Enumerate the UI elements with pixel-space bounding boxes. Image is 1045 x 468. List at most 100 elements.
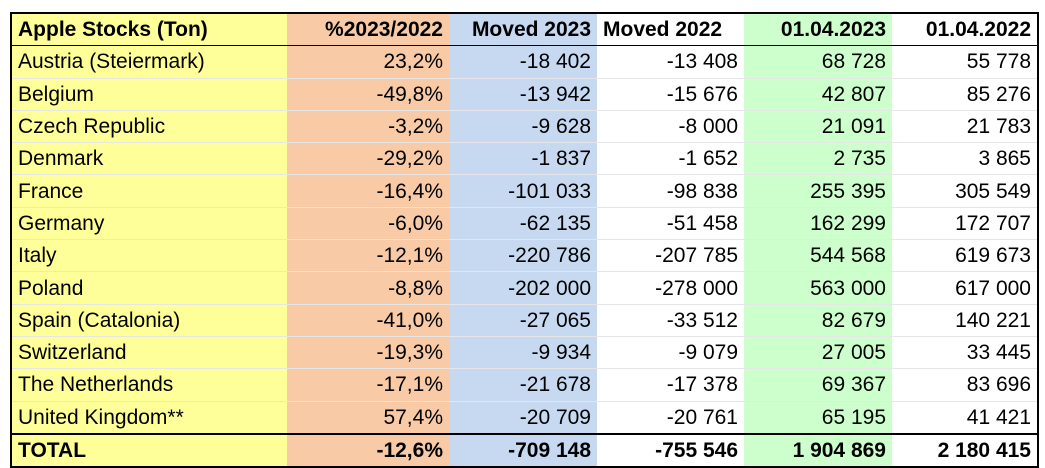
- cell-stock-2023: 544 568: [744, 239, 892, 273]
- cell-stock-2023: 42 807: [744, 78, 892, 111]
- cell-stock-2023: 65 195: [744, 401, 892, 435]
- cell-stock-2022: 619 673: [892, 239, 1037, 273]
- cell-country: Germany: [12, 207, 287, 241]
- cell-moved-2023: -18 402: [449, 45, 597, 79]
- header-row: Apple Stocks (Ton) %2023/2022 Moved 2023…: [12, 14, 1037, 47]
- cell-stock-2022: 140 221: [892, 304, 1037, 337]
- total-moved-2023: -709 148: [449, 432, 597, 467]
- table-row: The Netherlands -17,1% -21 678 -17 378 69 36…: [12, 368, 1037, 402]
- cell-moved-2022: -13 408: [597, 45, 744, 79]
- cell-moved-2022: -17 378: [597, 368, 744, 402]
- total-stock-2022: 2 180 415: [892, 432, 1037, 467]
- cell-moved-2023: -13 942: [449, 78, 597, 111]
- cell-moved-2023: -202 000: [449, 271, 597, 305]
- table-row: Spain (Catalonia) -41,0% -27 065 -33 512 82 …: [12, 304, 1037, 337]
- cell-change-percent: -19,3%: [287, 336, 449, 370]
- header-stock-2022: 01.04.2022: [892, 14, 1037, 47]
- table-row: France -16,4% -101 033 -98 838 255 395 305 54…: [12, 174, 1037, 208]
- cell-country: Switzerland: [12, 336, 287, 370]
- cell-moved-2022: -1 652: [597, 142, 744, 176]
- cell-stock-2022: 305 549: [892, 174, 1037, 208]
- cell-moved-2022: -207 785: [597, 239, 744, 273]
- cell-stock-2022: 617 000: [892, 271, 1037, 305]
- cell-country: Spain (Catalonia): [12, 304, 287, 337]
- apple-stocks-table-container: Apple Stocks (Ton) %2023/2022 Moved 2023…: [10, 12, 1039, 468]
- cell-country: Italy: [12, 239, 287, 273]
- cell-stock-2023: 69 367: [744, 368, 892, 402]
- cell-moved-2022: -15 676: [597, 78, 744, 111]
- cell-stock-2022: 41 421: [892, 401, 1037, 435]
- cell-moved-2022: -33 512: [597, 304, 744, 337]
- cell-stock-2023: 21 091: [744, 110, 892, 144]
- cell-stock-2023: 2 735: [744, 142, 892, 176]
- header-country: Apple Stocks (Ton): [12, 14, 287, 47]
- cell-change-percent: -17,1%: [287, 368, 449, 402]
- cell-change-percent: -6,0%: [287, 207, 449, 241]
- total-row: TOTAL -12,6% -709 148 -755 546 1 904 869…: [12, 432, 1037, 467]
- cell-moved-2023: -62 135: [449, 207, 597, 241]
- cell-change-percent: -3,2%: [287, 110, 449, 144]
- cell-moved-2022: -9 079: [597, 336, 744, 370]
- cell-moved-2023: -101 033: [449, 174, 597, 208]
- cell-moved-2023: -27 065: [449, 304, 597, 337]
- cell-stock-2023: 82 679: [744, 304, 892, 337]
- cell-stock-2022: 21 783: [892, 110, 1037, 144]
- cell-stock-2023: 27 005: [744, 336, 892, 370]
- cell-country: United Kingdom**: [12, 401, 287, 435]
- cell-moved-2022: -51 458: [597, 207, 744, 241]
- table-row: Italy -12,1% -220 786 -207 785 544 568 619 67…: [12, 239, 1037, 273]
- table-row: Switzerland -19,3% -9 934 -9 079 27 005 33 44…: [12, 336, 1037, 370]
- header-moved-2023: Moved 2023: [449, 14, 597, 47]
- cell-country: Austria (Steiermark): [12, 45, 287, 79]
- total-label: TOTAL: [12, 432, 287, 467]
- cell-moved-2022: -8 000: [597, 110, 744, 144]
- cell-moved-2023: -220 786: [449, 239, 597, 273]
- cell-moved-2023: -20 709: [449, 401, 597, 435]
- cell-change-percent: -29,2%: [287, 142, 449, 176]
- cell-stock-2022: 3 865: [892, 142, 1037, 176]
- cell-stock-2023: 563 000: [744, 271, 892, 305]
- cell-country: Belgium: [12, 78, 287, 111]
- total-change-percent: -12,6%: [287, 432, 449, 467]
- cell-change-percent: 23,2%: [287, 45, 449, 79]
- total-stock-2023: 1 904 869: [744, 432, 892, 467]
- cell-stock-2022: 55 778: [892, 45, 1037, 79]
- header-stock-2023: 01.04.2023: [744, 14, 892, 47]
- cell-country: Poland: [12, 271, 287, 305]
- cell-change-percent: -16,4%: [287, 174, 449, 208]
- cell-moved-2022: -278 000: [597, 271, 744, 305]
- header-moved-2022: Moved 2022: [597, 14, 744, 47]
- table-row: Poland -8,8% -202 000 -278 000 563 000 617 00…: [12, 271, 1037, 305]
- cell-stock-2022: 83 696: [892, 368, 1037, 402]
- cell-country: France: [12, 174, 287, 208]
- total-moved-2022: -755 546: [597, 432, 744, 467]
- cell-change-percent: -8,8%: [287, 271, 449, 305]
- cell-stock-2023: 68 728: [744, 45, 892, 79]
- table-row: Austria (Steiermark) 23,2% -18 402 -13 408 6…: [12, 45, 1037, 79]
- table-row: Denmark -29,2% -1 837 -1 652 2 735 3 865: [12, 142, 1037, 176]
- cell-moved-2023: -21 678: [449, 368, 597, 402]
- cell-stock-2023: 255 395: [744, 174, 892, 208]
- table-row: Belgium -49,8% -13 942 -15 676 42 807 85 276: [12, 78, 1037, 111]
- cell-change-percent: -41,0%: [287, 304, 449, 337]
- apple-stocks-table: Apple Stocks (Ton) %2023/2022 Moved 2023…: [12, 14, 1037, 467]
- cell-country: The Netherlands: [12, 368, 287, 402]
- cell-stock-2022: 172 707: [892, 207, 1037, 241]
- cell-stock-2022: 33 445: [892, 336, 1037, 370]
- cell-change-percent: -12,1%: [287, 239, 449, 273]
- table-row: Czech Republic -3,2% -9 628 -8 000 21 091 21 …: [12, 110, 1037, 144]
- table-row: United Kingdom** 57,4% -20 709 -20 761 65 19…: [12, 401, 1037, 435]
- cell-moved-2022: -98 838: [597, 174, 744, 208]
- cell-stock-2023: 162 299: [744, 207, 892, 241]
- cell-moved-2022: -20 761: [597, 401, 744, 435]
- header-change-percent: %2023/2022: [287, 14, 449, 47]
- cell-country: Czech Republic: [12, 110, 287, 144]
- cell-moved-2023: -9 934: [449, 336, 597, 370]
- cell-moved-2023: -1 837: [449, 142, 597, 176]
- cell-change-percent: 57,4%: [287, 401, 449, 435]
- cell-country: Denmark: [12, 142, 287, 176]
- cell-moved-2023: -9 628: [449, 110, 597, 144]
- cell-stock-2022: 85 276: [892, 78, 1037, 111]
- table-row: Germany -6,0% -62 135 -51 458 162 299 172 707: [12, 207, 1037, 241]
- cell-change-percent: -49,8%: [287, 78, 449, 111]
